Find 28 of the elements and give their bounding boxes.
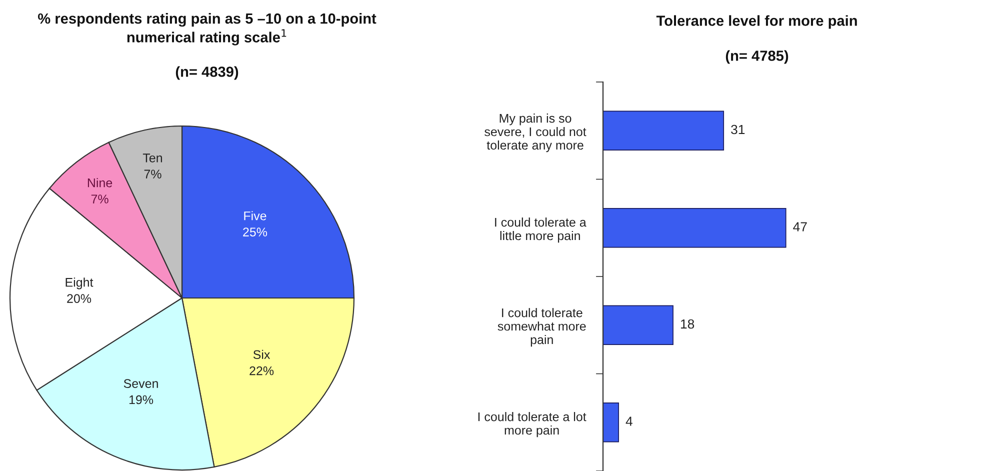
bar xyxy=(603,110,724,150)
bar xyxy=(603,402,619,442)
chart-subtitle: (n= 4839) xyxy=(176,66,238,80)
data-label: 22% xyxy=(250,366,274,376)
data-label: 4 xyxy=(626,416,632,426)
slice-label: Five xyxy=(244,211,266,220)
slice-label: Ten xyxy=(142,154,162,162)
y-tick-label: I could tolerate a little more pain xyxy=(495,218,586,243)
data-label: 19% xyxy=(129,395,154,404)
slice-label: Seven xyxy=(124,379,158,388)
data-label: 7% xyxy=(91,194,108,204)
slice-label: Six xyxy=(253,350,270,360)
data-label: 7% xyxy=(144,170,162,178)
data-label: 47 xyxy=(793,222,807,232)
bar xyxy=(603,305,674,345)
y-tick-label: My pain is so severe, I could not tolerate any more xyxy=(484,114,586,152)
slice-label: Nine xyxy=(88,178,112,188)
y-tick-label: I could tolerate somewhat more pain xyxy=(498,308,586,347)
slice-label: Eight xyxy=(66,278,94,290)
chart-title: % respondents rating pain as 5 –10 on a 10-point numerical rating scale$^{1}$ xyxy=(38,13,376,46)
bar xyxy=(603,208,786,248)
data-label: 20% xyxy=(67,294,92,303)
data-label: 18 xyxy=(680,319,694,329)
y-tick-label: I could tolerate a lot more pain xyxy=(478,412,586,438)
chart-title: Tolerance level for more pain xyxy=(656,15,857,29)
chart-subtitle: (n= 4785) xyxy=(726,50,788,64)
data-label: 31 xyxy=(731,124,745,134)
data-label: 25% xyxy=(243,228,268,236)
